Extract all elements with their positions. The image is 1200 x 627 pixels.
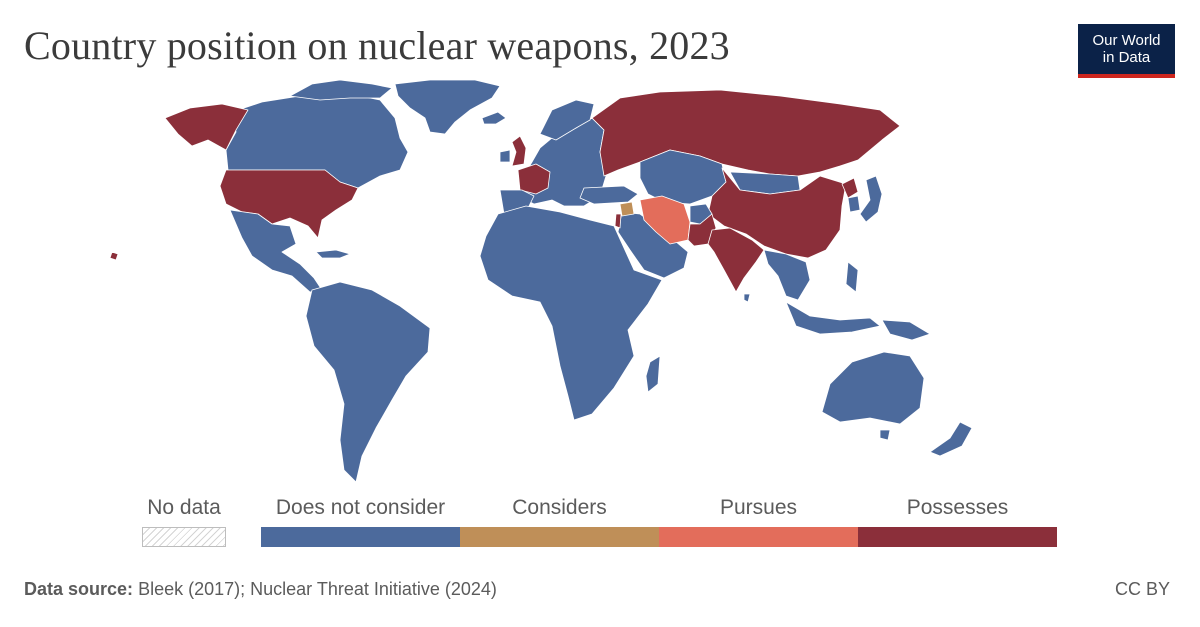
data-source-label: Data source: [24,579,134,599]
region-south-america[interactable] [305,281,431,483]
legend-swatch-possesses[interactable] [858,527,1057,547]
region-madagascar[interactable] [645,355,661,393]
region-mexico-central-america[interactable] [229,209,323,293]
region-hawaii[interactable] [109,251,119,261]
legend-swatch-does-not-consider[interactable] [261,527,460,547]
region-new-zealand[interactable] [929,421,973,457]
legend-label-considers: Considers [512,496,607,519]
region-turkey[interactable] [579,185,639,205]
region-ireland[interactable] [499,149,511,163]
region-southeast-asia[interactable] [763,249,811,301]
region-south-korea[interactable] [847,195,861,213]
license-link[interactable]: CC BY [1114,579,1170,599]
region-indonesia[interactable] [785,301,881,335]
region-alaska[interactable] [164,103,249,151]
region-japan[interactable] [859,175,883,223]
region-russia[interactable] [591,89,901,177]
legend-label-possesses: Possesses [906,496,1009,519]
region-united-kingdom[interactable] [511,135,527,167]
region-india[interactable] [707,227,765,293]
region-caribbean[interactable] [315,249,351,259]
legend-no-data-swatch [142,527,226,547]
region-united-states[interactable] [219,169,359,239]
region-philippines[interactable] [845,261,859,293]
region-africa[interactable] [479,205,663,421]
region-sri-lanka[interactable] [743,293,751,303]
data-source-link[interactable]: Bleek (2017); Nuclear Threat Initiative … [138,579,497,599]
region-australia[interactable] [821,351,925,425]
legend-no-data-label: No data [147,496,221,519]
legend-label-pursues: Pursues [719,496,798,519]
region-syria[interactable] [619,201,635,217]
region-north-korea[interactable] [841,177,859,199]
region-arctic-islands[interactable] [289,79,393,101]
legend-swatch-pursues[interactable] [659,527,858,547]
logo-line-1: Our World [1092,32,1161,49]
region-scandinavia[interactable] [539,99,595,141]
legend-swatch-considers[interactable] [460,527,659,547]
region-new-guinea[interactable] [881,319,931,341]
owid-logo[interactable]: Our World in Data [1078,24,1175,78]
region-greenland[interactable] [394,79,501,135]
region-iceland[interactable] [481,111,507,125]
legend-label-does-not-consider: Does not consider [275,496,446,519]
chart-title: Country position on nuclear weapons, 202… [24,23,730,68]
logo-line-2: in Data [1102,49,1151,66]
data-source: Data source: Bleek (2017); Nuclear Threa… [24,579,497,600]
region-israel[interactable] [614,213,622,229]
region-tasmania[interactable] [879,429,891,441]
